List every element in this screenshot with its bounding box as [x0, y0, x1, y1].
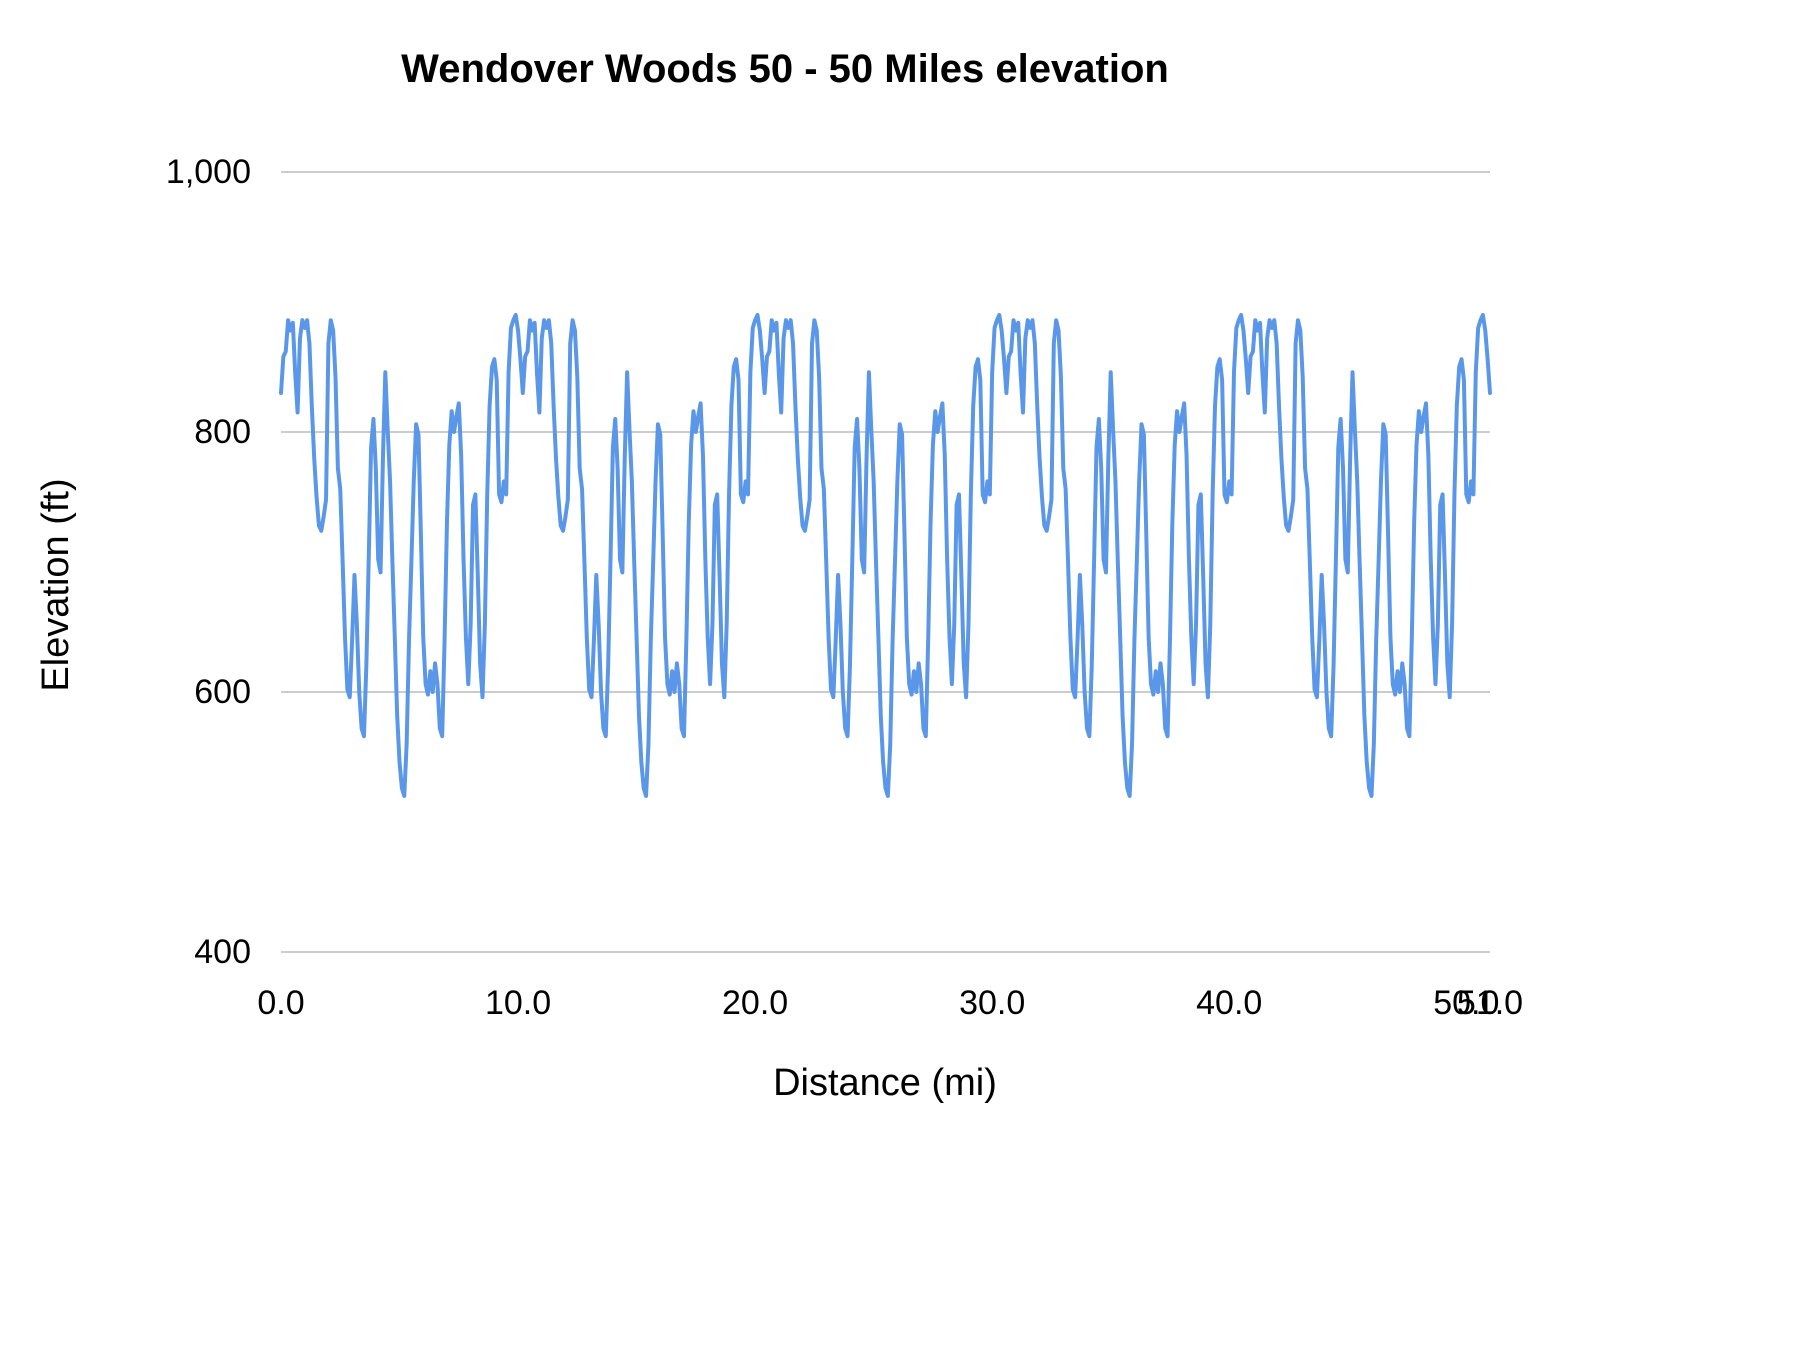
- y-tick-label: 1,000: [166, 153, 251, 191]
- y-axis-title: Elevation (ft): [35, 478, 77, 691]
- x-tick-label: 10.0: [485, 984, 551, 1022]
- chart-title: Wendover Woods 50 - 50 Miles elevation: [401, 47, 1169, 91]
- x-tick-label: 40.0: [1196, 984, 1262, 1022]
- x-tick-label: 0.0: [257, 984, 304, 1022]
- y-tick-label: 800: [194, 413, 251, 451]
- x-axis-title: Distance (mi): [773, 1062, 997, 1104]
- y-tick-label: 600: [194, 673, 251, 711]
- x-tick-label: 51.0: [1457, 984, 1523, 1022]
- series-group: [279, 313, 1492, 798]
- x-tick-label: 20.0: [722, 984, 788, 1022]
- y-tick-label: 400: [194, 933, 251, 971]
- tick-labels-group: 400 600 800 1,000 0.0 10.0 20.0 30.0 40.0 50.051.…: [166, 153, 1523, 1022]
- x-tick-label: 50.0: [1433, 984, 1499, 1022]
- elevation-line: [279, 313, 1492, 798]
- x-tick-label: 30.0: [959, 984, 1025, 1022]
